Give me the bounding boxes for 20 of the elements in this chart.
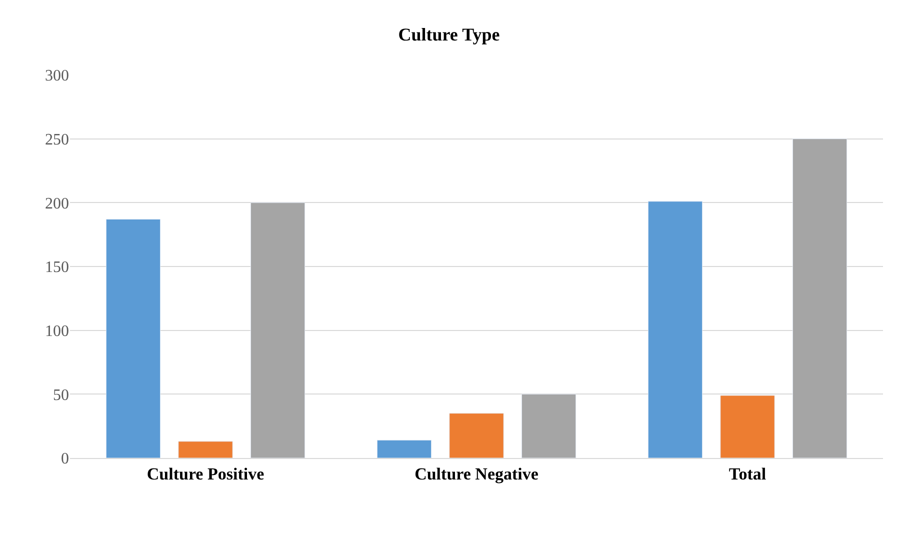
x-tick-label: Culture Positive (146, 464, 265, 484)
bar (720, 395, 775, 458)
x-tick-label: Total (728, 464, 766, 484)
y-tick-label: 300 (45, 68, 69, 85)
bar (521, 394, 576, 458)
y-tick-label: 200 (45, 195, 69, 212)
y-tick-label: 150 (45, 259, 69, 276)
y-tick-label: 100 (45, 322, 69, 340)
x-tick-label: Culture Negative (414, 464, 539, 484)
bar (449, 413, 504, 458)
bar (178, 441, 233, 458)
y-tick-label: 250 (45, 131, 69, 148)
bar (376, 440, 432, 458)
bar (792, 138, 848, 458)
y-tick-label: 0 (61, 450, 69, 468)
bar (250, 202, 306, 458)
y-tick-label: 50 (53, 386, 69, 404)
bar (648, 201, 703, 458)
bar (106, 219, 161, 458)
chart-title: Culture Type (398, 24, 500, 44)
